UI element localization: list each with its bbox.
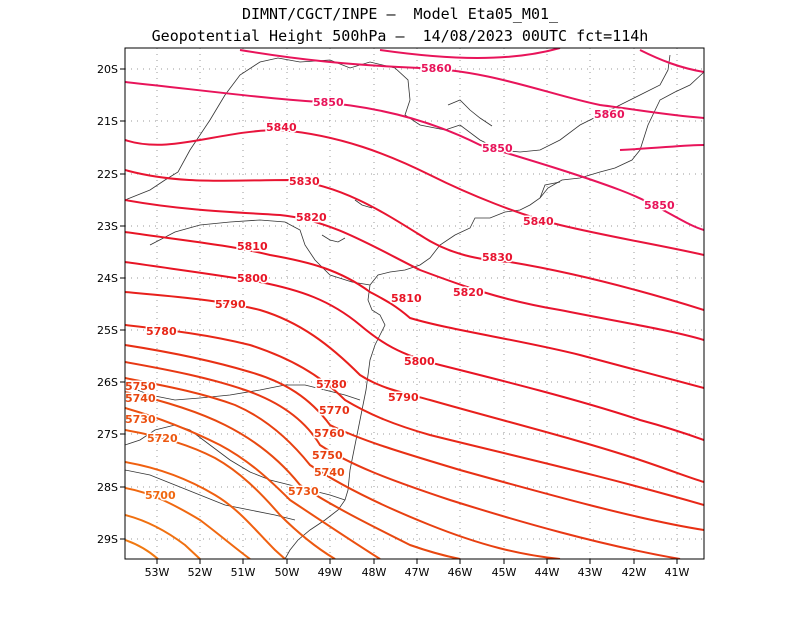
lon-label-43w: 43W bbox=[578, 566, 603, 579]
label-5790-b: 5790 bbox=[388, 391, 419, 404]
lon-label-41w: 41W bbox=[665, 566, 690, 579]
lon-label-44w: 44W bbox=[535, 566, 560, 579]
contour-5710 bbox=[125, 461, 286, 559]
lat-label-27s: 27S bbox=[97, 428, 118, 441]
plot-frame bbox=[124, 47, 705, 560]
label-5820-b: 5820 bbox=[453, 286, 484, 299]
contour-5850 bbox=[125, 81, 704, 231]
contour-5760 bbox=[125, 361, 681, 559]
lat-label-29s: 29S bbox=[97, 533, 118, 546]
label-5840-a: 5840 bbox=[266, 121, 297, 134]
contour-5740 bbox=[125, 391, 461, 559]
label-5750-b: 5750 bbox=[312, 449, 343, 462]
lat-label-28s: 28S bbox=[97, 481, 118, 494]
contour-5850b bbox=[619, 144, 704, 151]
contour-5830 bbox=[125, 169, 704, 311]
label-5750-a: 5750 bbox=[125, 380, 156, 393]
contour-5690 bbox=[125, 514, 201, 559]
label-5740-b: 5740 bbox=[314, 466, 345, 479]
contour-5770 bbox=[125, 344, 704, 531]
label-5850-b: 5850 bbox=[482, 142, 513, 155]
state-border-2 bbox=[149, 219, 371, 286]
contour-5700 bbox=[125, 487, 251, 559]
axis-ticks bbox=[120, 68, 678, 564]
label-5830-b: 5830 bbox=[482, 251, 513, 264]
island-2 bbox=[321, 234, 346, 243]
lat-label-21s: 21S bbox=[97, 115, 118, 128]
contour-5720 bbox=[125, 429, 336, 559]
contour-5820 bbox=[125, 199, 704, 341]
lat-label-26s: 26S bbox=[97, 376, 118, 389]
contour-5810 bbox=[125, 231, 704, 389]
contour-5790 bbox=[125, 291, 704, 483]
label-5780-b: 5780 bbox=[316, 378, 347, 391]
label-5800-a: 5800 bbox=[237, 272, 268, 285]
lat-label-25s: 25S bbox=[97, 324, 118, 337]
lon-label-49w: 49W bbox=[318, 566, 343, 579]
label-5850-c: 5850 bbox=[644, 199, 675, 212]
latitude-labels: 20S 21S 22S 23S 24S 25S 26S 27S 28S 29S bbox=[97, 63, 118, 546]
contour-5860 bbox=[239, 49, 704, 119]
label-5760: 5760 bbox=[314, 427, 345, 440]
lon-label-50w: 50W bbox=[275, 566, 300, 579]
label-5790-a: 5790 bbox=[215, 298, 246, 311]
contour-5860b bbox=[379, 48, 561, 59]
label-5700: 5700 bbox=[145, 489, 176, 502]
title-line-1: DIMNT/CGCT/INPE – Model Eta05_M01_ bbox=[241, 5, 559, 23]
contours bbox=[125, 48, 704, 559]
label-5820-a: 5820 bbox=[296, 211, 327, 224]
contour-5840 bbox=[125, 128, 704, 256]
island-3 bbox=[354, 199, 373, 209]
contour-5730 bbox=[125, 407, 381, 559]
state-border-5 bbox=[125, 469, 296, 521]
coastline bbox=[284, 71, 704, 559]
lon-label-48w: 48W bbox=[362, 566, 387, 579]
lat-label-22s: 22S bbox=[97, 168, 118, 181]
lon-label-42w: 42W bbox=[622, 566, 647, 579]
lat-label-24s: 24S bbox=[97, 272, 118, 285]
contour-labels: 5860 5860 5850 5850 5850 5840 5840 5830 … bbox=[124, 61, 677, 504]
label-5830-a: 5830 bbox=[289, 175, 320, 188]
coastline-and-borders bbox=[125, 54, 704, 559]
label-5860-b: 5860 bbox=[594, 108, 625, 121]
longitude-labels: 53W 52W 51W 50W 49W 48W 47W 46W 45W 44W … bbox=[145, 566, 690, 579]
contour-5860c bbox=[639, 49, 704, 73]
label-5800-b: 5800 bbox=[404, 355, 435, 368]
contour-5780 bbox=[125, 324, 704, 506]
label-5860-a: 5860 bbox=[421, 62, 452, 75]
label-5840-b: 5840 bbox=[523, 215, 554, 228]
lon-label-47w: 47W bbox=[405, 566, 430, 579]
label-5810-b: 5810 bbox=[391, 292, 422, 305]
contour-5800 bbox=[125, 261, 704, 441]
lat-label-23s: 23S bbox=[97, 220, 118, 233]
label-5730-a: 5730 bbox=[125, 413, 156, 426]
state-border-4 bbox=[125, 424, 346, 501]
lat-label-20s: 20S bbox=[97, 63, 118, 76]
contour-5680 bbox=[125, 539, 159, 559]
lon-label-46w: 46W bbox=[448, 566, 473, 579]
title-line-2: Geopotential Height 500hPa – 14/08/2023 … bbox=[151, 27, 649, 45]
label-5730-b: 5730 bbox=[288, 485, 319, 498]
state-border-3 bbox=[125, 384, 361, 401]
lon-label-52w: 52W bbox=[188, 566, 213, 579]
lon-label-45w: 45W bbox=[492, 566, 517, 579]
contour-5750 bbox=[125, 377, 561, 559]
state-border-1 bbox=[125, 57, 461, 201]
label-5720: 5720 bbox=[147, 432, 178, 445]
lon-label-51w: 51W bbox=[231, 566, 256, 579]
island-1 bbox=[447, 99, 493, 127]
label-5810-a: 5810 bbox=[237, 240, 268, 253]
label-5740-a: 5740 bbox=[125, 392, 156, 405]
lon-label-53w: 53W bbox=[145, 566, 170, 579]
label-5770: 5770 bbox=[319, 404, 350, 417]
label-5780-a: 5780 bbox=[146, 325, 177, 338]
label-5850-a: 5850 bbox=[313, 96, 344, 109]
state-border-7 bbox=[539, 181, 561, 199]
state-border-6 bbox=[459, 54, 671, 153]
